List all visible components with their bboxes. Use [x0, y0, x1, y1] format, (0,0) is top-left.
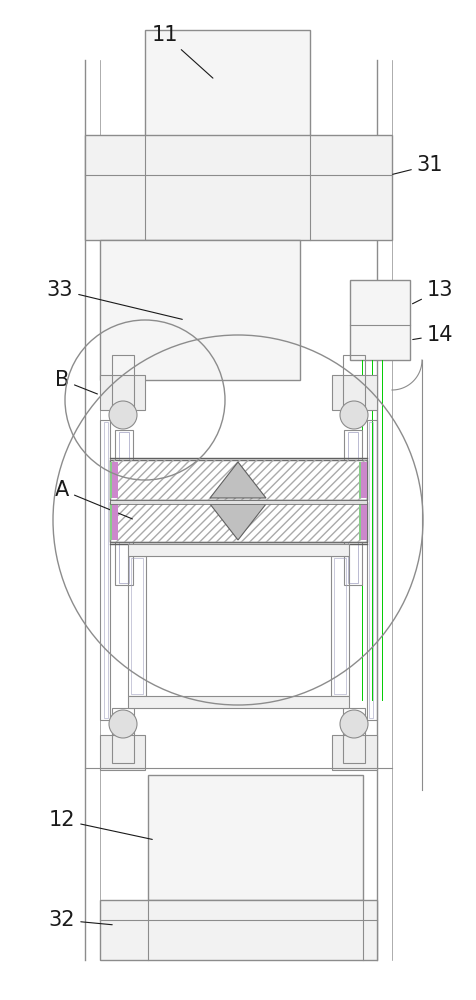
Bar — [110, 500, 366, 504]
Bar — [342, 708, 364, 763]
Bar — [368, 422, 372, 718]
Text: A: A — [55, 480, 132, 519]
Bar — [85, 135, 391, 240]
Bar — [349, 280, 409, 360]
Bar — [360, 504, 366, 540]
Bar — [110, 502, 366, 542]
Bar — [112, 504, 118, 540]
Circle shape — [339, 401, 367, 429]
Bar — [128, 556, 146, 696]
Bar — [100, 375, 145, 410]
Bar — [131, 558, 143, 694]
Bar — [110, 460, 366, 500]
Bar — [100, 420, 110, 720]
Circle shape — [339, 710, 367, 738]
Bar — [342, 355, 364, 410]
Bar — [112, 708, 134, 763]
Bar — [347, 432, 357, 583]
Bar — [145, 30, 309, 140]
Polygon shape — [209, 462, 266, 498]
Bar — [110, 502, 366, 542]
Bar — [330, 556, 348, 696]
Bar — [148, 775, 362, 900]
Bar — [104, 422, 108, 718]
Circle shape — [109, 401, 137, 429]
Bar — [331, 375, 376, 410]
Polygon shape — [209, 504, 266, 540]
Bar — [119, 432, 129, 583]
Bar — [360, 462, 366, 498]
Text: 11: 11 — [151, 25, 212, 78]
Text: 33: 33 — [47, 280, 182, 319]
Bar — [366, 420, 376, 720]
Text: 32: 32 — [49, 910, 112, 930]
Bar — [100, 900, 376, 960]
Bar — [343, 430, 361, 585]
Bar — [128, 544, 348, 556]
Text: B: B — [55, 370, 97, 394]
Bar — [100, 240, 299, 380]
Bar — [112, 355, 134, 410]
Bar — [100, 735, 145, 770]
Bar — [112, 462, 118, 498]
Bar — [110, 460, 366, 500]
Bar — [128, 696, 348, 708]
Text: 12: 12 — [49, 810, 152, 839]
Bar — [331, 735, 376, 770]
Text: 13: 13 — [412, 280, 452, 304]
Bar — [115, 430, 133, 585]
Text: 14: 14 — [412, 325, 452, 345]
Circle shape — [109, 710, 137, 738]
Bar — [110, 462, 118, 498]
Bar — [358, 462, 366, 498]
Bar — [358, 504, 366, 540]
Bar — [333, 558, 345, 694]
Bar — [110, 504, 118, 540]
Text: 31: 31 — [392, 155, 442, 175]
